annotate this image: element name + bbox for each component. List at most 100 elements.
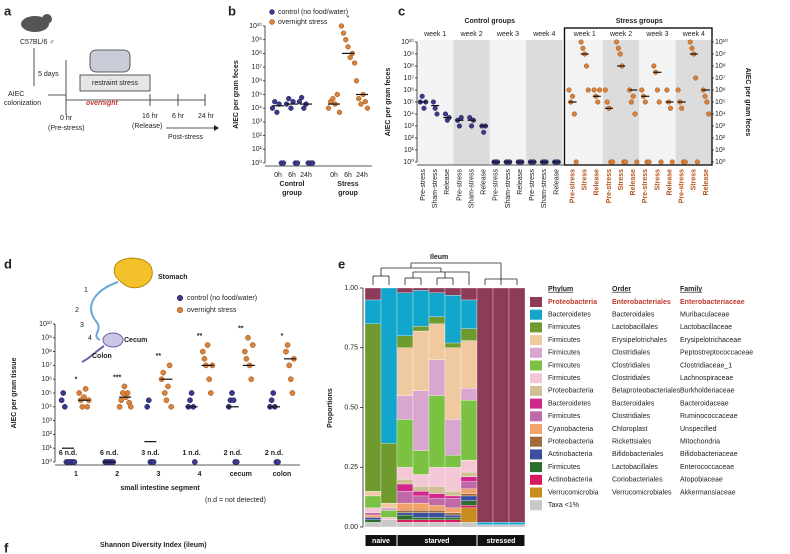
y-tick-label: 0.50 (344, 404, 358, 411)
week-label: week 1 (573, 31, 596, 38)
bar-segment (364, 507, 382, 513)
bar-segment (476, 522, 494, 525)
data-point (241, 348, 248, 355)
data-point (58, 397, 65, 404)
bar-segment (460, 505, 478, 509)
x-tick-label: 24h (300, 172, 312, 179)
panel-label: b (228, 3, 236, 18)
legend-swatch (530, 297, 542, 307)
data-point (116, 403, 123, 410)
group-label: group (338, 190, 358, 197)
bar-segment (444, 514, 462, 518)
bar-segment (428, 323, 446, 360)
legend-swatch (530, 322, 542, 333)
data-point (664, 87, 670, 93)
data-point (127, 403, 134, 410)
strain-label: C57BL/6 ♂ (20, 39, 54, 46)
bar-segment (412, 474, 430, 487)
legend-header: Family (680, 286, 702, 293)
data-point (294, 160, 301, 166)
data-point (591, 87, 597, 93)
group-bar (365, 535, 397, 546)
x-tick-label: Pre-stress (642, 169, 649, 203)
bar-segment (460, 471, 478, 477)
bar-segment (460, 328, 478, 341)
footer-title: Shannon Diversity Index (ileum) (100, 542, 207, 549)
bar-segment (380, 287, 398, 444)
legend-label: Atopobiaceae (680, 477, 723, 484)
week-label: week 3 (645, 31, 668, 38)
data-point (646, 159, 652, 165)
data-point (706, 111, 712, 117)
y-tick-label: 0.00 (344, 524, 358, 531)
x-tick-label: 3 (156, 471, 160, 478)
y-tick-label: 10⁰ (715, 158, 726, 166)
y-tick-label: 10² (42, 431, 53, 438)
y-tick-label: 10³ (252, 119, 263, 126)
data-point (419, 93, 425, 99)
data-point (596, 87, 603, 93)
x-tick-label: Sham-stress (541, 169, 548, 209)
data-point (630, 93, 636, 99)
x-tick-label: Release (666, 169, 673, 196)
legend-header: Phylum (548, 286, 573, 293)
legend-label: Unspecified (680, 426, 717, 433)
data-point (364, 105, 371, 111)
group-bar (477, 535, 525, 546)
legend-label: Lactobacillales (612, 324, 658, 331)
data-point (679, 105, 685, 111)
legend-label: Clostridiales (612, 375, 651, 382)
y-tick-label: 10⁸ (251, 50, 262, 57)
group-label: Control (280, 181, 305, 188)
legend-label: overnight stress (187, 307, 237, 314)
y-tick-label: 10⁹ (715, 51, 726, 58)
data-point (578, 39, 584, 45)
arrow-head (214, 125, 219, 131)
x-tick-label: Release (630, 169, 637, 196)
x-tick-label: Release (703, 169, 710, 196)
bar-segment (444, 490, 462, 497)
bar-segment (396, 292, 414, 336)
bar-segment (460, 507, 478, 523)
bar-segment (412, 510, 430, 513)
y-tick-label: 10¹ (42, 445, 53, 452)
x-tick-label: Pre-stress (606, 169, 613, 203)
y-tick-label: 10³ (715, 123, 726, 130)
legend-label: Clostridiales (612, 362, 651, 369)
data-point (79, 403, 86, 410)
panel-label: d (4, 256, 12, 271)
y-tick-label: 0.75 (344, 345, 358, 352)
bar-segment (412, 326, 430, 332)
legend-label: Enterobacteriales (612, 299, 671, 306)
legend-label: Bacteroidetes (548, 312, 591, 319)
bar-segment (460, 400, 478, 461)
x-tick-label: 4 (198, 471, 202, 478)
legend-label: Firmicutes (548, 375, 581, 382)
legend-label: Bacteroidetes (548, 400, 591, 407)
organ-label: Colon (92, 353, 112, 360)
bar-segment (412, 287, 430, 291)
data-point (689, 45, 695, 51)
organ-label: Stomach (158, 274, 188, 281)
data-point (634, 159, 640, 165)
data-point (330, 95, 336, 102)
start-label: (Pre-stress) (48, 125, 85, 132)
significance: ** (238, 326, 244, 333)
time-label: 6 hr (172, 113, 185, 120)
x-tick-label: Release (594, 169, 601, 196)
legend-label: Enterococcaceae (680, 464, 734, 471)
y-tick-label: 10⁸ (41, 348, 52, 355)
y-axis-label: AIEC per gram feces (233, 60, 240, 129)
y-tick-label: 10⁷ (42, 362, 53, 369)
data-point (615, 45, 621, 51)
legend-swatch (530, 462, 542, 473)
x-tick-label: 0h (274, 172, 282, 179)
data-point (340, 30, 347, 36)
bar-segment (508, 522, 526, 525)
nd-label: 6 n.d. (100, 450, 118, 457)
stomach-icon (113, 257, 153, 289)
data-point (165, 383, 171, 390)
bar-segment (412, 486, 430, 492)
data-point (667, 105, 674, 111)
x-tick-label: Stress (618, 169, 625, 191)
